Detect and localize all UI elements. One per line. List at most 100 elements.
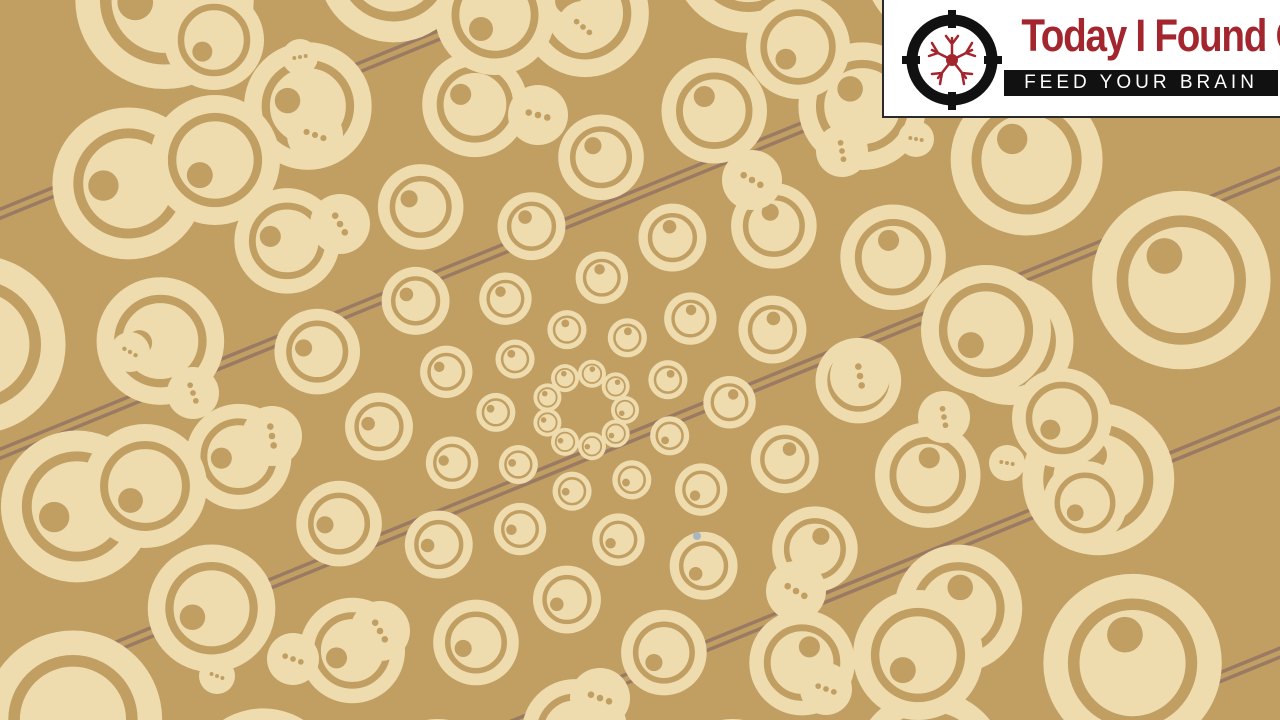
crop-circle-dot — [507, 349, 516, 358]
crop-circle-dot — [506, 524, 517, 536]
crop-circle-dot — [518, 210, 532, 224]
crop-circle-ring — [614, 399, 636, 421]
crop-dot — [839, 148, 845, 154]
crop-circle-ring — [427, 352, 466, 391]
crop-circle-ring — [889, 436, 967, 514]
crop-dot — [999, 460, 1004, 464]
crop-circle-dot — [192, 41, 213, 62]
crop-dot — [941, 414, 947, 420]
crop-circle-ring — [599, 520, 638, 559]
crop-dot — [801, 592, 808, 600]
crop-circle-dot — [438, 455, 449, 466]
crop-dot — [220, 675, 225, 680]
crop-circle-ring — [647, 212, 698, 263]
crop-circle-dot — [693, 85, 715, 108]
crop-circle-ring — [655, 421, 684, 450]
crop-circle-dot — [1146, 238, 1183, 274]
crop-circle-dot — [468, 17, 493, 42]
crop-circle-dot — [450, 83, 472, 105]
crop-circle-ring — [349, 0, 438, 22]
crop-circle-dot — [486, 404, 495, 413]
crop-circle-ring — [486, 279, 525, 318]
crop-circle-dot — [420, 538, 435, 553]
crop-circle-ring — [1054, 472, 1116, 534]
crop-dot — [341, 229, 349, 236]
crop-circle-dot — [685, 304, 697, 316]
crop-circle-dot — [274, 87, 301, 114]
crop-circle-ring — [451, 0, 539, 59]
crop-circle-dot — [584, 137, 602, 155]
crop-dot — [856, 372, 864, 380]
crop-dot — [605, 697, 613, 705]
crop-circle-ring — [0, 284, 42, 405]
crop-circle-ring — [286, 320, 349, 383]
crop-dot — [122, 346, 127, 351]
crop-circle-ring — [676, 72, 753, 150]
crop-circle-dot — [210, 447, 232, 469]
crop-circle-ring — [582, 258, 621, 297]
crop-circle-ring — [760, 9, 836, 85]
crop-dot — [187, 382, 194, 389]
crop-circle-dot — [186, 162, 213, 189]
crop-circle-dot — [662, 219, 677, 234]
crop-circle-dot — [589, 366, 596, 372]
crop-circle-ring — [506, 201, 557, 251]
crop-circle-dot — [727, 389, 739, 400]
crop-circle-dot — [837, 76, 863, 102]
crop-dot — [267, 423, 274, 430]
crop-circle-ring — [617, 465, 646, 495]
crop-circle-dot — [605, 538, 616, 549]
crop-dot — [1005, 461, 1009, 465]
crop-dot — [525, 109, 533, 116]
crop-circle-dot — [433, 361, 445, 373]
crop-dot — [311, 131, 319, 139]
crop-dot — [748, 176, 756, 184]
crop-circle — [435, 0, 555, 75]
crop-dot — [823, 686, 829, 692]
crop-dot — [587, 691, 595, 699]
crop-circle-dot — [957, 332, 984, 359]
crop-circle-ring — [542, 574, 592, 625]
crop-dot — [303, 54, 308, 58]
crop-dot — [580, 24, 586, 30]
crop-dot — [290, 656, 296, 662]
crop-circle-ring — [1025, 381, 1099, 455]
crop-dot — [209, 672, 214, 677]
crop-circle-dot — [88, 170, 119, 201]
channel-logo: Today I Found Out FEED YOUR BRAIN — [882, 0, 1280, 118]
crop-circle-dot — [878, 229, 900, 251]
crop-dot — [376, 627, 384, 635]
crop-dot — [215, 674, 219, 678]
crop-circle-dot — [540, 417, 547, 423]
crop-circle-dot — [782, 442, 797, 456]
crop-dot — [320, 134, 327, 142]
crop-circle-ring — [557, 477, 587, 506]
crop-circle-dot — [688, 566, 703, 581]
crop-circle-dot — [38, 501, 70, 533]
crop-circle-ring — [552, 315, 582, 344]
crop-dot — [908, 136, 913, 140]
crop-dot — [855, 363, 862, 370]
crop-circle-dot — [508, 458, 517, 467]
crop-circle-dot — [1040, 419, 1061, 440]
crosshair-neuron-icon — [902, 10, 1002, 110]
crop-dot-circle — [570, 668, 630, 720]
crop-circle-ring — [1067, 598, 1198, 720]
crop-circle-ring — [605, 423, 626, 444]
crop-dot — [784, 582, 791, 590]
crop-circle-ring — [632, 621, 695, 684]
crop-dot — [534, 111, 542, 119]
crop-circle-ring — [99, 0, 230, 65]
crop-circle-ring — [747, 304, 798, 355]
crop-circle-dot — [618, 410, 625, 417]
crop-circle-dot — [454, 639, 472, 657]
crop-circle-ring — [554, 367, 576, 389]
crop-circle-dot — [118, 488, 143, 513]
crop-circle-dot — [766, 311, 781, 326]
crop-dot — [190, 390, 196, 396]
crop-circle-dot — [608, 432, 615, 439]
crop-circle-dot — [325, 647, 348, 669]
crop-circle-ring — [504, 450, 533, 479]
crop-circle-dot — [775, 48, 797, 70]
crop-circle-dot — [316, 516, 334, 534]
